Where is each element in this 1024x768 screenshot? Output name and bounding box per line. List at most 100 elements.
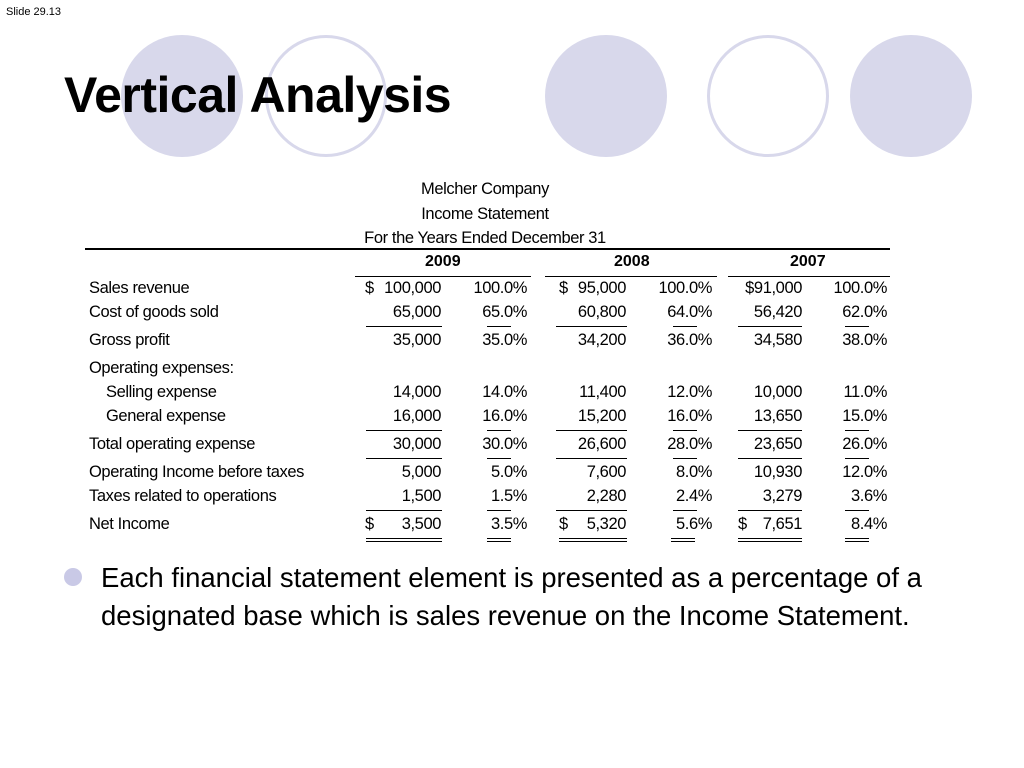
double-underline [559, 538, 627, 542]
subtotal-underline [738, 510, 802, 511]
amount-2008: 60,800 [577, 303, 626, 321]
percent-2008: 28.0% [667, 435, 712, 453]
subtotal-underline [366, 458, 442, 459]
year-header: 2008 [614, 253, 650, 270]
subtotal-underline [556, 326, 627, 327]
percent-2008: 36.0% [667, 331, 712, 349]
row-label: Net Income [89, 515, 170, 533]
subtotal-underline [487, 430, 511, 431]
bullet-text: Each financial statement element is pres… [101, 562, 922, 631]
subtotal-underline [845, 430, 869, 431]
percent-2008: 2.4% [675, 487, 712, 505]
year-underline [355, 276, 531, 277]
percent-2007: 26.0% [842, 435, 887, 453]
percent-2007: 8.4% [850, 515, 887, 533]
subtotal-underline [487, 326, 511, 327]
statement-row: Operating expenses: [0, 359, 1024, 383]
amount-2009: 100,000 [384, 279, 441, 297]
subtotal-underline [738, 326, 802, 327]
slide-title: Vertical Analysis [64, 67, 452, 123]
percent-2009: 100.0% [473, 279, 527, 297]
amount-2007: 34,580 [753, 331, 802, 349]
amount-2009: 14,000 [392, 383, 441, 401]
row-label: General expense [106, 407, 226, 425]
statement-row: General expense 16,000 16.0% 15,200 16.0… [0, 407, 1024, 431]
percent-2009: 1.5% [490, 487, 527, 505]
subtotal-underline [673, 458, 697, 459]
subtotal-underline [556, 510, 627, 511]
percent-2008: 8.0% [675, 463, 712, 481]
subtotal-underline [845, 458, 869, 459]
amount-2008: 34,200 [577, 331, 626, 349]
percent-2009: 35.0% [482, 331, 527, 349]
amount-2008: 5,320 [586, 515, 627, 533]
amount-2009: 30,000 [392, 435, 441, 453]
amount-2007: 7,651 [762, 515, 803, 533]
amount-2008: 26,600 [577, 435, 626, 453]
percent-2008: 16.0% [667, 407, 712, 425]
statement-row: Net Income $ 3,500 3.5% $ 5,320 5.6% $ 7… [0, 515, 1024, 539]
double-underline [487, 538, 511, 542]
double-underline [366, 538, 442, 542]
percent-2009: 30.0% [482, 435, 527, 453]
dollar-sign: $ [559, 279, 568, 297]
row-label: Sales revenue [89, 279, 190, 297]
amount-2007: 3,279 [762, 487, 803, 505]
decorative-circle [121, 35, 243, 157]
dollar-sign: $ [365, 515, 374, 533]
percent-2008: 5.6% [675, 515, 712, 533]
subtotal-underline [556, 458, 627, 459]
percent-2009: 65.0% [482, 303, 527, 321]
year-header: 2007 [790, 253, 826, 270]
subtotal-underline [673, 430, 697, 431]
subtotal-underline [487, 510, 511, 511]
subtotal-underline [845, 326, 869, 327]
percent-2007: 11.0% [843, 383, 887, 401]
row-label: Taxes related to operations [89, 487, 277, 505]
decorative-circle [850, 35, 972, 157]
row-label: Cost of goods sold [89, 303, 219, 321]
amount-2008: 2,280 [586, 487, 627, 505]
percent-2008: 64.0% [667, 303, 712, 321]
year-header: 2009 [425, 253, 461, 270]
year-underline [545, 276, 717, 277]
amount-2007: 13,650 [753, 407, 802, 425]
amount-2007: $91,000 [745, 279, 802, 297]
subtotal-underline [366, 430, 442, 431]
percent-2009: 16.0% [482, 407, 527, 425]
statement-row: Selling expense 14,000 14.0% 11,400 12.0… [0, 383, 1024, 407]
row-label: Gross profit [89, 331, 170, 349]
percent-2008: 100.0% [658, 279, 712, 297]
decorative-circle [707, 35, 829, 157]
amount-2007: 10,930 [753, 463, 802, 481]
amount-2007: 56,420 [753, 303, 802, 321]
percent-2007: 62.0% [842, 303, 887, 321]
statement-row: Gross profit 35,000 35.0% 34,200 36.0% 3… [0, 331, 1024, 355]
double-underline [738, 538, 802, 542]
amount-2007: 23,650 [753, 435, 802, 453]
decorative-circle [265, 35, 387, 157]
double-underline [845, 538, 869, 542]
row-label: Total operating expense [89, 435, 256, 453]
row-label: Selling expense [106, 383, 217, 401]
subtotal-underline [845, 510, 869, 511]
amount-2009: 3,500 [401, 515, 442, 533]
row-label: Operating expenses: [89, 359, 234, 377]
statement-period: For the Years Ended December 31 [364, 229, 606, 247]
subtotal-underline [738, 430, 802, 431]
percent-2007: 38.0% [842, 331, 887, 349]
subtotal-underline [673, 326, 697, 327]
statement-row: Sales revenue $ 100,000 100.0% $ 95,000 … [0, 279, 1024, 303]
statement-row: Taxes related to operations 1,500 1.5% 2… [0, 487, 1024, 511]
decorative-circle [545, 35, 667, 157]
slide-number: Slide 29.13 [6, 6, 62, 18]
percent-2009: 3.5% [490, 515, 527, 533]
subtotal-underline [673, 510, 697, 511]
year-underline [728, 276, 890, 277]
header-rule [85, 248, 890, 250]
amount-2007: 10,000 [753, 383, 802, 401]
amount-2008: 11,400 [579, 383, 626, 401]
subtotal-underline [366, 510, 442, 511]
statement-name: Income Statement [421, 205, 549, 223]
amount-2009: 35,000 [392, 331, 441, 349]
